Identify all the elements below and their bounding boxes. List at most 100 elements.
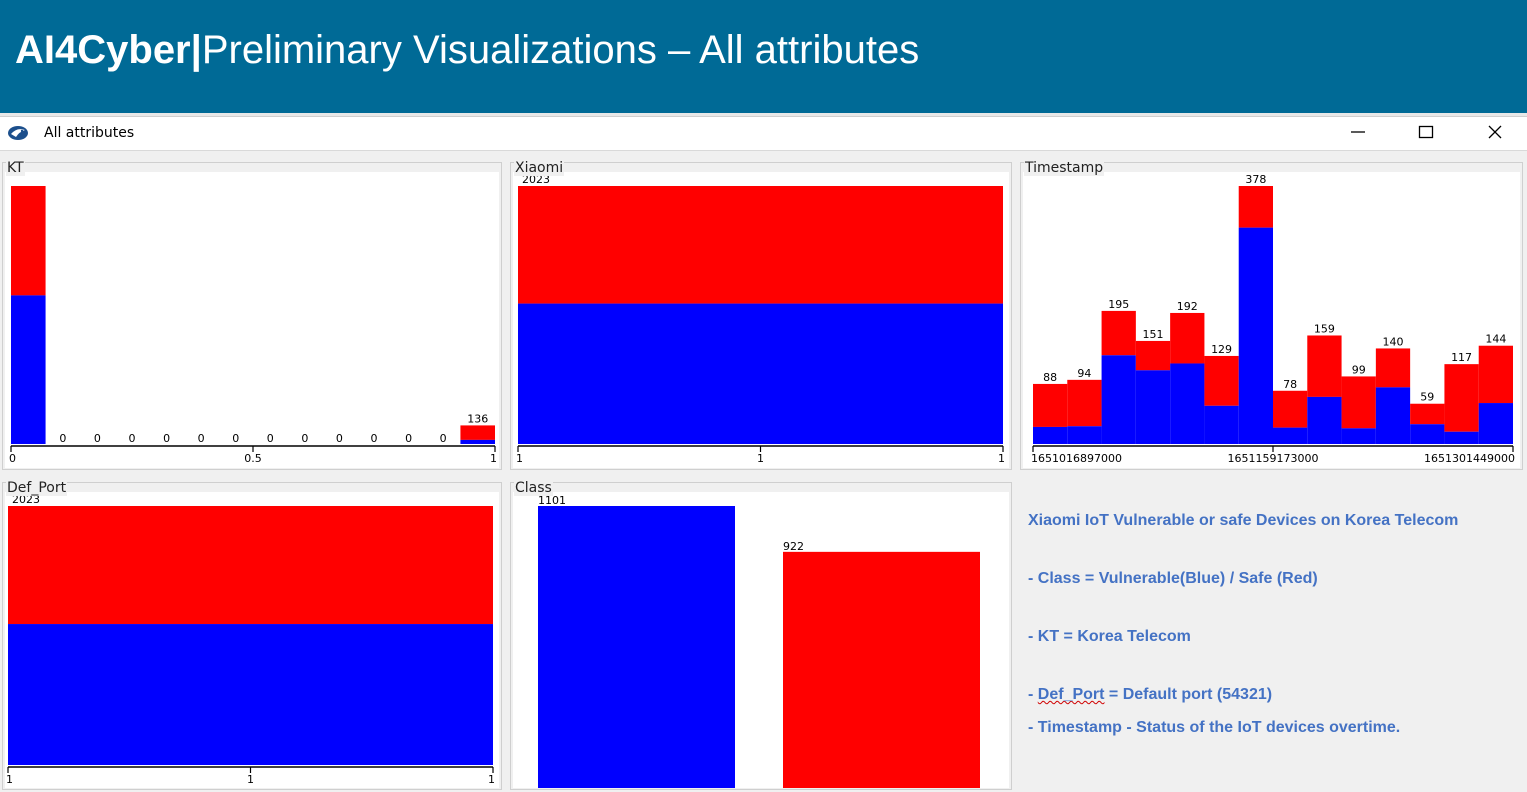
minimize-icon: [1350, 124, 1366, 144]
bar-safe-segment: [518, 186, 1003, 304]
description-kt-line: - KT = Korea Telecom: [1028, 628, 1191, 645]
x-axis-tick-label: 1651301449000: [1424, 452, 1515, 465]
bar-value-label: 144: [1485, 333, 1506, 346]
bar-vulnerable-segment: [1375, 387, 1411, 444]
maximize-button[interactable]: [1403, 117, 1449, 150]
class-panel: 1101 922 Class: [510, 481, 1012, 790]
x-axis-tick-label: 1651016897000: [1031, 452, 1122, 465]
bar-safe-segment: [1204, 355, 1239, 406]
slide-banner: AI4Cyber|Preliminary Visualizations – Al…: [0, 0, 1527, 113]
bar-value-label: 0: [267, 432, 274, 445]
bar-vulnerable-segment: [1478, 403, 1513, 444]
bar-value-label: 0: [405, 432, 412, 445]
bar-value-label: 2023: [12, 493, 40, 506]
bar-safe-segment: [1444, 364, 1479, 432]
xiaomi-chart: 2023 1 1 1: [510, 162, 1012, 470]
window-titlebar[interactable]: All attributes: [0, 117, 1527, 151]
bar-value-label: 159: [1314, 322, 1335, 335]
bar-safe-segment: [1410, 403, 1445, 425]
kt-chart: 0 0 0 0 0 0 0 0 0 0 0 0 136 0 0.5 1: [2, 162, 502, 470]
bar-safe-segment: [8, 506, 493, 625]
slide-title-bold: AI4Cyber: [15, 28, 191, 72]
def-port-panel-title: Def_Port: [6, 480, 68, 496]
bar-safe-segment: [11, 186, 46, 296]
xiaomi-panel: 2023 1 1 1 Xiaomi: [510, 161, 1012, 470]
close-button[interactable]: [1472, 117, 1518, 150]
bar-value-label: 88: [1043, 371, 1057, 384]
bar-vulnerable-segment: [1204, 405, 1239, 444]
class-vulnerable-bar: [538, 506, 735, 788]
bar-safe-segment: [1478, 345, 1513, 404]
timestamp-chart: 88 94 195 151 192 129 378 78 159 99 140 59 117 144 165…: [1020, 162, 1523, 470]
bar-value-label: 195: [1108, 298, 1129, 311]
bar-value-label: 0: [301, 432, 308, 445]
class-chart: 1101 922: [510, 482, 1012, 790]
x-axis-tick-label: 1651159173000: [1228, 452, 1319, 465]
bar-safe-segment: [1067, 379, 1102, 427]
x-axis-tick-label: 1: [488, 773, 495, 786]
bar-value-label: 78: [1283, 378, 1297, 391]
plot-area: [5, 172, 499, 468]
timestamp-panel: 88 94 195 151 192 129 378 78 159 99 140 59 117 144 165…: [1020, 160, 1523, 470]
bar-value-label: 0: [94, 432, 101, 445]
bar-vulnerable-segment: [1067, 426, 1102, 444]
bar-vulnerable-segment: [1170, 363, 1205, 444]
bar-value-label: 0: [163, 432, 170, 445]
slide-title-rest: Preliminary Visualizations – All attribu…: [201, 28, 920, 72]
bar-value-label: 0: [232, 432, 239, 445]
bar-value-label: 140: [1383, 335, 1404, 348]
bar-vulnerable-segment: [1341, 428, 1376, 444]
bar-value-label: 0: [129, 432, 136, 445]
bar-value-label: 0: [59, 432, 66, 445]
bar-value-label: 117: [1451, 351, 1472, 364]
bar-value-label: 2023: [522, 173, 550, 186]
bar-vulnerable-segment: [1444, 431, 1479, 444]
bar-vulnerable-segment: [460, 439, 495, 444]
bar-value-label: 94: [1077, 367, 1091, 380]
bar-value-label: 922: [783, 540, 804, 553]
bar-vulnerable-segment: [1238, 227, 1273, 444]
bar-safe-segment: [1101, 310, 1136, 356]
x-axis-tick-label: 0.5: [244, 452, 262, 465]
bar-value-label: 378: [1245, 173, 1266, 186]
def-port-chart: 2023 1 1 1: [2, 482, 502, 790]
maximize-icon: [1418, 124, 1434, 144]
x-axis-tick-label: 1: [6, 773, 13, 786]
minimize-button[interactable]: [1335, 117, 1381, 150]
bar-value-label: 0: [371, 432, 378, 445]
bar-value-label: 99: [1352, 363, 1366, 376]
slide-title-separator: |: [190, 28, 202, 72]
app-bird-icon: [7, 125, 29, 141]
x-axis-tick-label: 1: [516, 452, 523, 465]
bar-value-label: 0: [440, 432, 447, 445]
close-icon: [1487, 124, 1503, 144]
bar-vulnerable-segment: [1033, 426, 1068, 444]
bar-value-label: 129: [1211, 343, 1232, 356]
description-timestamp-line: - Timestamp - Status of the IoT devices …: [1028, 719, 1401, 736]
class-safe-bar: [783, 551, 980, 788]
bar-vulnerable-segment: [1307, 396, 1342, 444]
bar-safe-segment: [1033, 383, 1068, 427]
bar-safe-segment: [1375, 348, 1411, 388]
bar-vulnerable-segment: [518, 303, 1003, 444]
bar-safe-segment: [1170, 312, 1205, 364]
bar-value-label: 59: [1420, 391, 1434, 404]
timestamp-panel-title: Timestamp: [1024, 160, 1105, 176]
x-axis-tick-label: 1: [757, 452, 764, 465]
def-port-panel: 2023 1 1 1 Def_Port: [2, 480, 502, 790]
bar-vulnerable-segment: [1273, 427, 1308, 444]
bar-value-label: 0: [336, 432, 343, 445]
kt-panel: 0 0 0 0 0 0 0 0 0 0 0 0 136 0 0.5 1 KT: [2, 160, 502, 470]
x-axis-tick-label: 1: [998, 452, 1005, 465]
bar-safe-segment: [1273, 390, 1308, 428]
x-axis-tick-label: 1: [490, 452, 497, 465]
bar-safe-segment: [1238, 186, 1273, 228]
description-defport-line: - Def_Port = Default port (54321): [1028, 686, 1272, 704]
bar-vulnerable-segment: [11, 295, 46, 444]
bar-safe-segment: [1307, 335, 1342, 397]
x-axis-tick-label: 1: [247, 773, 254, 786]
bar-vulnerable-segment: [1410, 424, 1445, 444]
kt-panel-title: KT: [6, 160, 25, 176]
window-title: All attributes: [44, 125, 135, 141]
defport-term: Def_Port: [1037, 686, 1105, 703]
